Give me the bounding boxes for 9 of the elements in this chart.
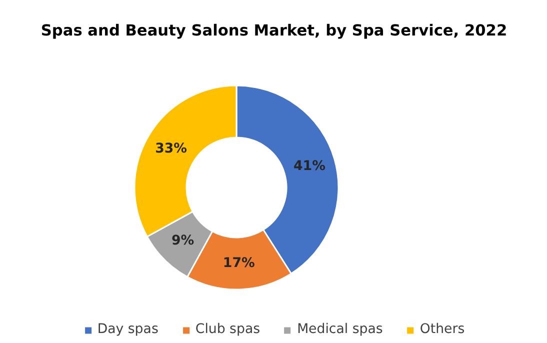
data-label: 41% xyxy=(294,158,326,174)
legend-label: Day spas xyxy=(97,322,158,337)
data-label: 33% xyxy=(155,141,188,156)
data-label: 9% xyxy=(171,234,194,249)
legend-label: Club spas xyxy=(195,322,260,337)
legend-label: Others xyxy=(420,322,465,337)
legend-label: Medical spas xyxy=(297,322,383,337)
chart-title: Spas and Beauty Salons Market, by Spa Service, 2022 xyxy=(40,22,508,40)
data-label: 17% xyxy=(222,256,255,271)
